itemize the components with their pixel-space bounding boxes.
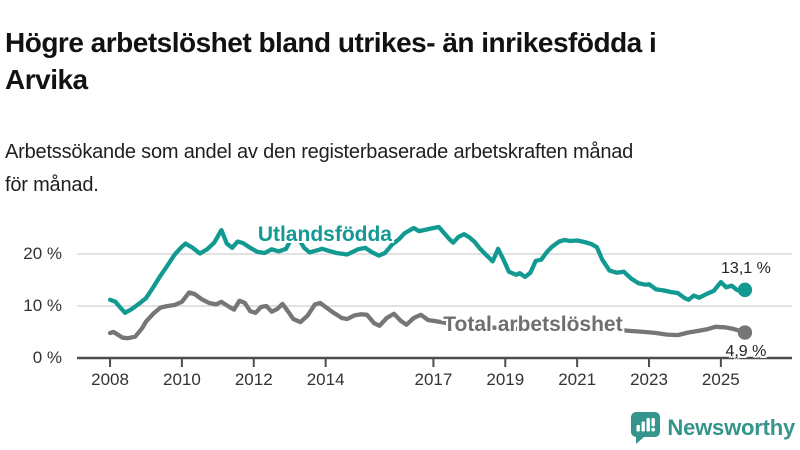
series-end-dot-2 — [737, 325, 753, 340]
page-title: Högre arbetslöshet bland utrikes- än inr… — [5, 24, 795, 98]
title-line-1: Högre arbetslöshet bland utrikes- än inr… — [5, 26, 657, 58]
series-line-1 — [107, 224, 748, 315]
subtitle-line-2: för månad. — [5, 174, 99, 196]
series-end-dot-1 — [737, 282, 753, 298]
newsworthy-logo[interactable]: Newsworthy — [631, 412, 795, 444]
subtitle-line-1: Arbetssökande som andel av den registerb… — [5, 141, 634, 163]
chart-subtitle: Arbetssökande som andel av den registerb… — [5, 136, 795, 202]
series-line-2 — [107, 290, 748, 341]
title-line-2: Arvika — [5, 63, 88, 95]
newsworthy-logo-icon — [631, 412, 661, 444]
newsworthy-logo-text: Newsworthy — [667, 415, 795, 440]
